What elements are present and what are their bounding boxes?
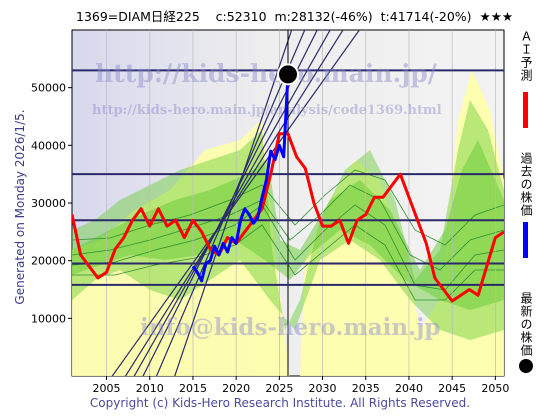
legend-past-swatch bbox=[523, 222, 528, 258]
forecast-band-inner bbox=[72, 140, 504, 310]
ai-prediction-line bbox=[72, 132, 504, 303]
current-price-marker bbox=[277, 63, 299, 86]
forecast-band-inner bbox=[72, 100, 504, 340]
y-tick-label: 50000 bbox=[31, 82, 66, 95]
axes: 2005 2010 2015 2020 2025 2030 2035 2040 2045 2050… bbox=[31, 82, 509, 395]
x-tick-label: 2050 bbox=[481, 382, 509, 395]
x-tick-label: 2035 bbox=[352, 382, 380, 395]
chart-title: 1369=DIAM日経225 c:52310 m:28132(-46%) t:4… bbox=[76, 9, 514, 24]
guide-line bbox=[133, 30, 331, 376]
copyright-footer: Copyright (c) Kids-Hero Research Institu… bbox=[89, 396, 471, 410]
past-price-line bbox=[191, 74, 290, 283]
watermark-url: http://kids-hero.main.jp/ bbox=[95, 59, 438, 88]
y-tick-label: 10000 bbox=[31, 312, 66, 325]
forecast-line bbox=[72, 169, 504, 246]
legend-ai-label: ＡＩ予測 bbox=[519, 30, 533, 82]
forecast-line bbox=[72, 184, 504, 271]
x-tick-label: 2005 bbox=[93, 382, 121, 395]
y-tick-label: 30000 bbox=[31, 197, 66, 210]
watermark-analysis-url: http://kids-hero.main.jp/analysis/code13… bbox=[92, 103, 442, 118]
y-tick-label: 40000 bbox=[31, 139, 66, 152]
x-tick-label: 2010 bbox=[136, 382, 164, 395]
guide-line bbox=[111, 30, 361, 376]
x-tick-label: 2020 bbox=[222, 382, 250, 395]
legend-ai-swatch bbox=[523, 92, 528, 128]
x-tick-label: 2030 bbox=[309, 382, 337, 395]
legend-latest-label: 最新の株価 bbox=[519, 292, 533, 357]
legend-past-label: 過去の株価 bbox=[519, 152, 533, 217]
x-tick-label: 2025 bbox=[265, 382, 293, 395]
y-tick-label: 20000 bbox=[31, 255, 66, 268]
generated-date: Generated on Monday 2026/1/5. bbox=[13, 109, 27, 305]
x-tick-label: 2015 bbox=[179, 382, 207, 395]
guide-line bbox=[124, 30, 344, 376]
price-series bbox=[72, 74, 504, 303]
watermark-email: info@kids-hero.main.jp bbox=[140, 314, 440, 341]
forecast-line bbox=[72, 204, 504, 291]
latest-price-dot bbox=[277, 63, 299, 86]
x-tick-label: 2040 bbox=[395, 382, 423, 395]
legend-latest-dot bbox=[519, 359, 533, 373]
forecast-band-outer bbox=[72, 70, 504, 376]
x-tick-label: 2045 bbox=[438, 382, 466, 395]
